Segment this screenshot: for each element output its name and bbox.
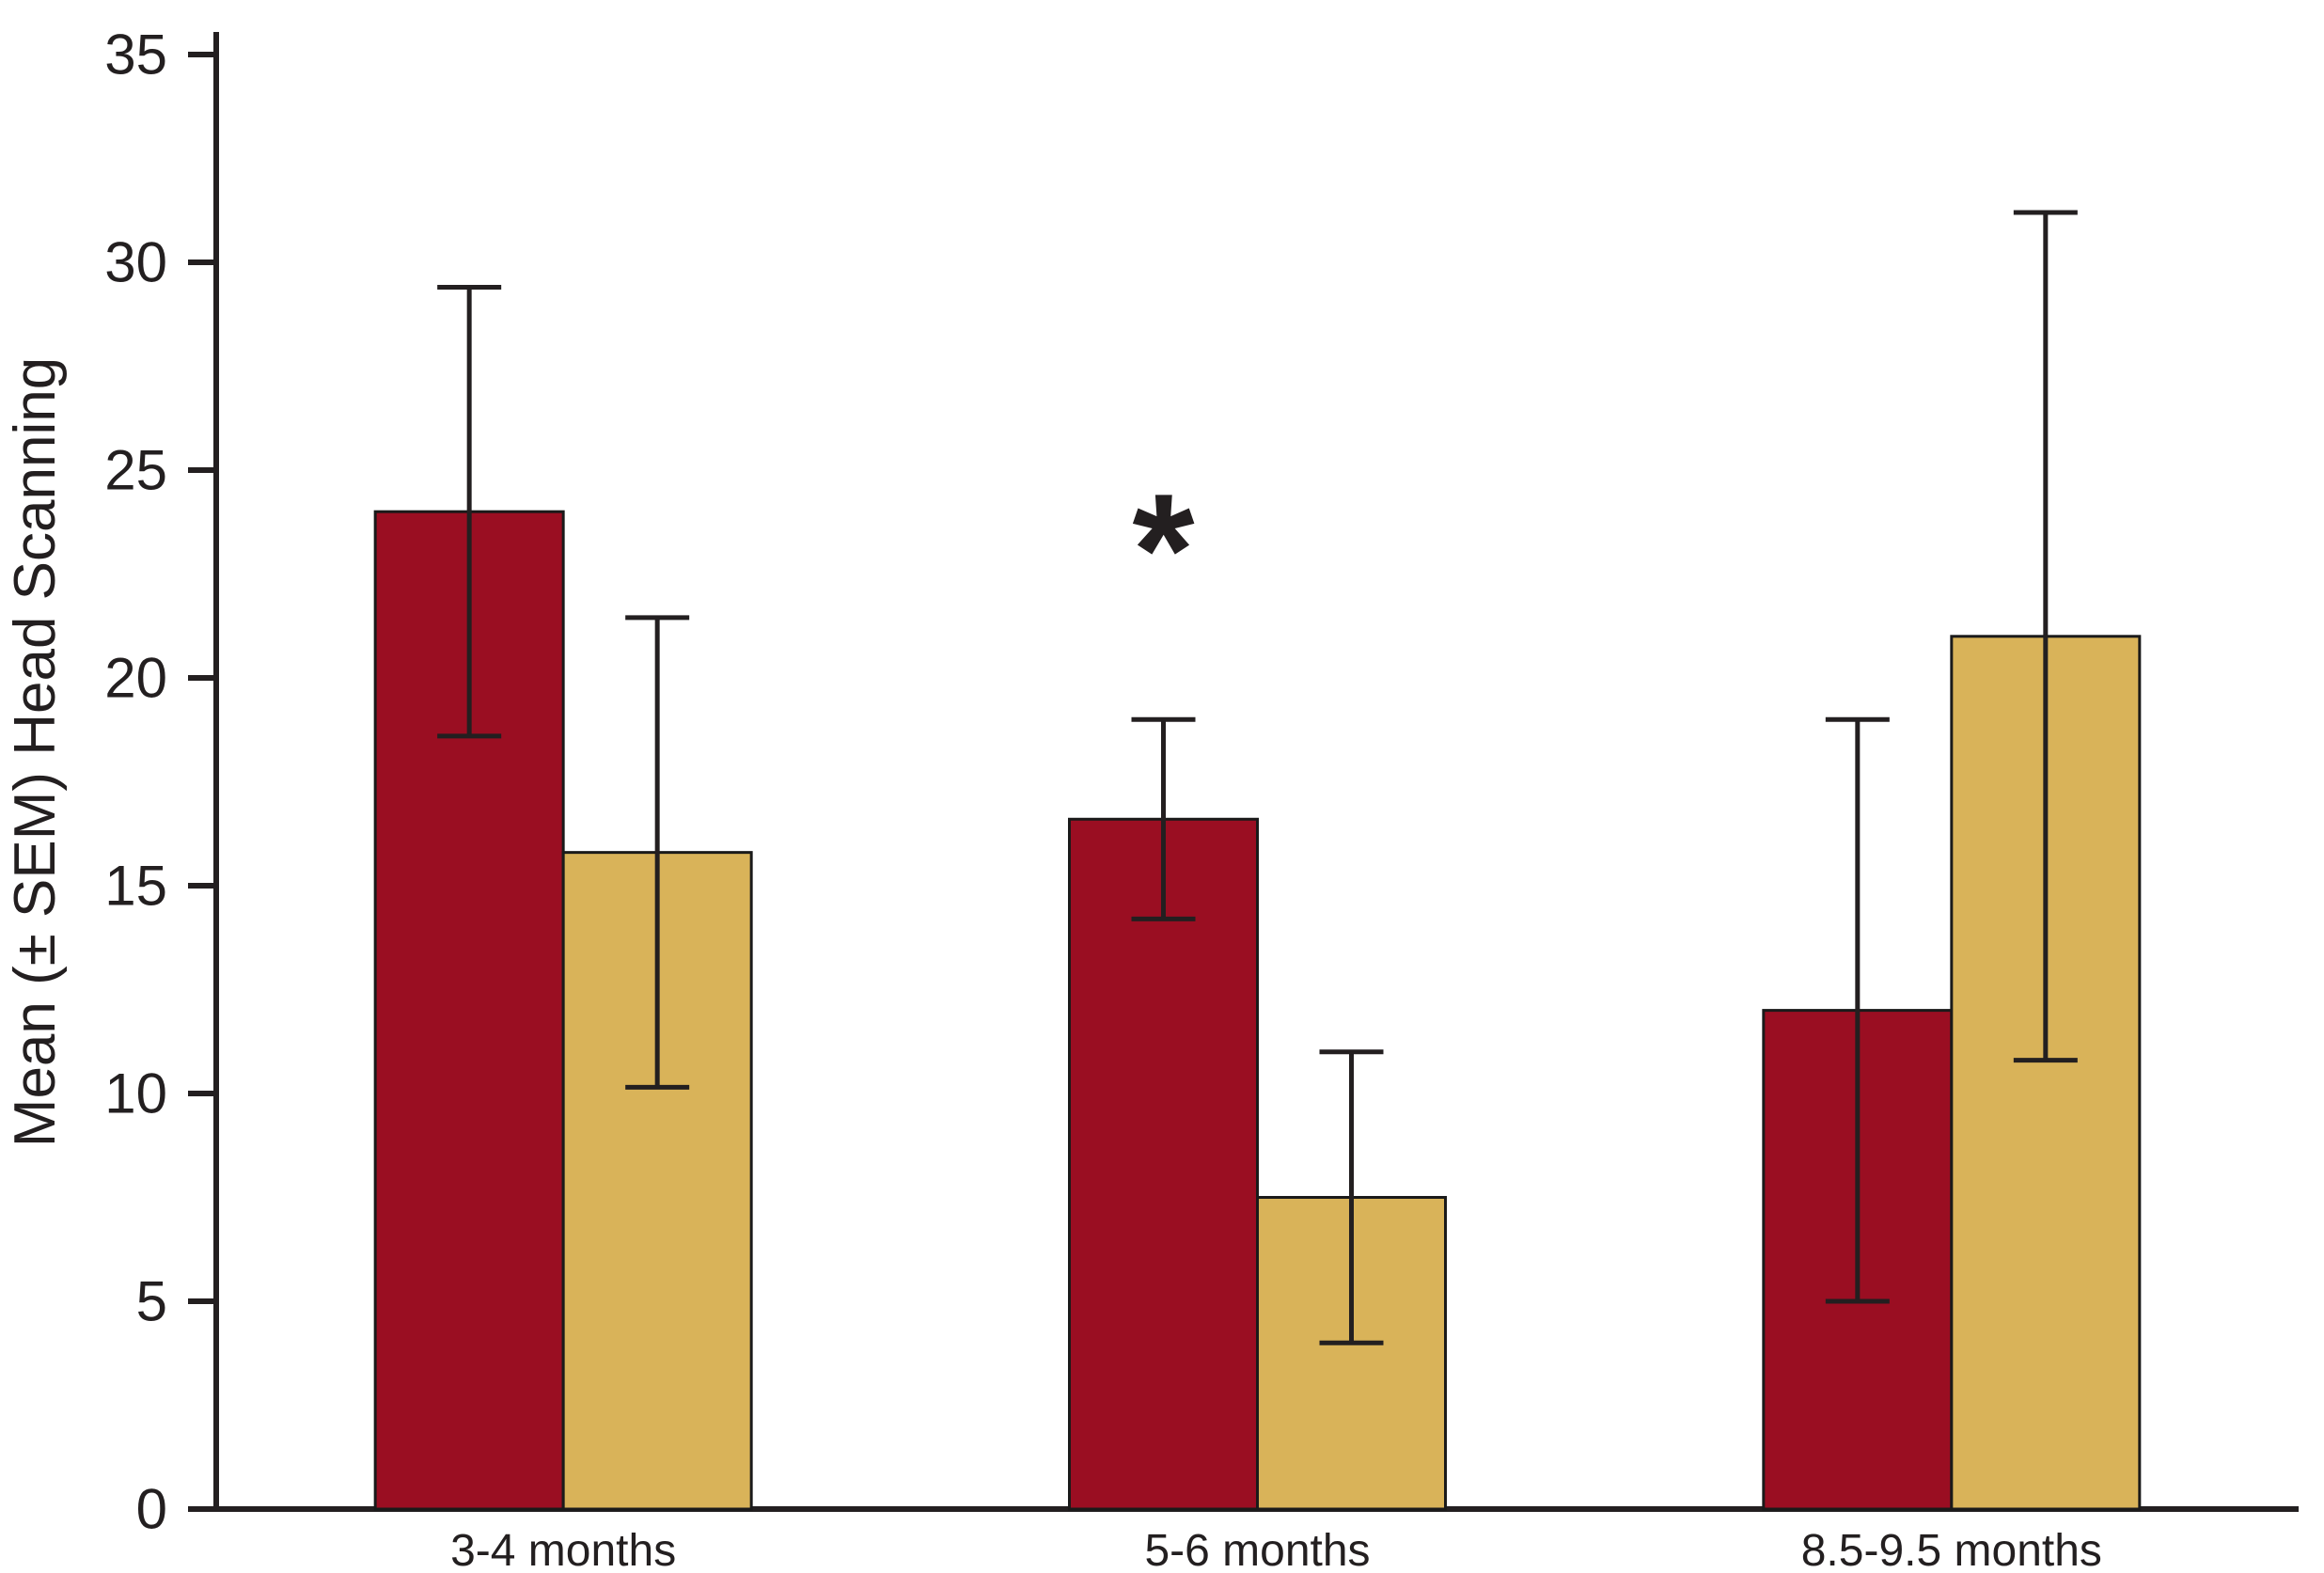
y-tick-label: 0	[136, 1478, 167, 1541]
y-tick-label: 25	[104, 439, 167, 502]
y-tick-label: 15	[104, 855, 167, 918]
y-tick-label: 35	[104, 24, 167, 87]
x-category-label: 8.5-9.5 months	[1801, 1526, 2102, 1573]
y-tick-label: 5	[136, 1270, 167, 1333]
y-axis-label: Mean (± SEM) Head Scanning	[3, 357, 68, 1147]
y-tick-label: 10	[104, 1062, 167, 1125]
bar-dark-red-bars-1	[1068, 817, 1259, 1511]
x-category-label: 3-4 months	[450, 1526, 676, 1573]
y-tick-label: 30	[104, 231, 167, 294]
significance-asterisk: *	[1132, 461, 1194, 639]
y-tick-label: 20	[104, 647, 167, 710]
x-category-label: 5-6 months	[1144, 1526, 1370, 1573]
